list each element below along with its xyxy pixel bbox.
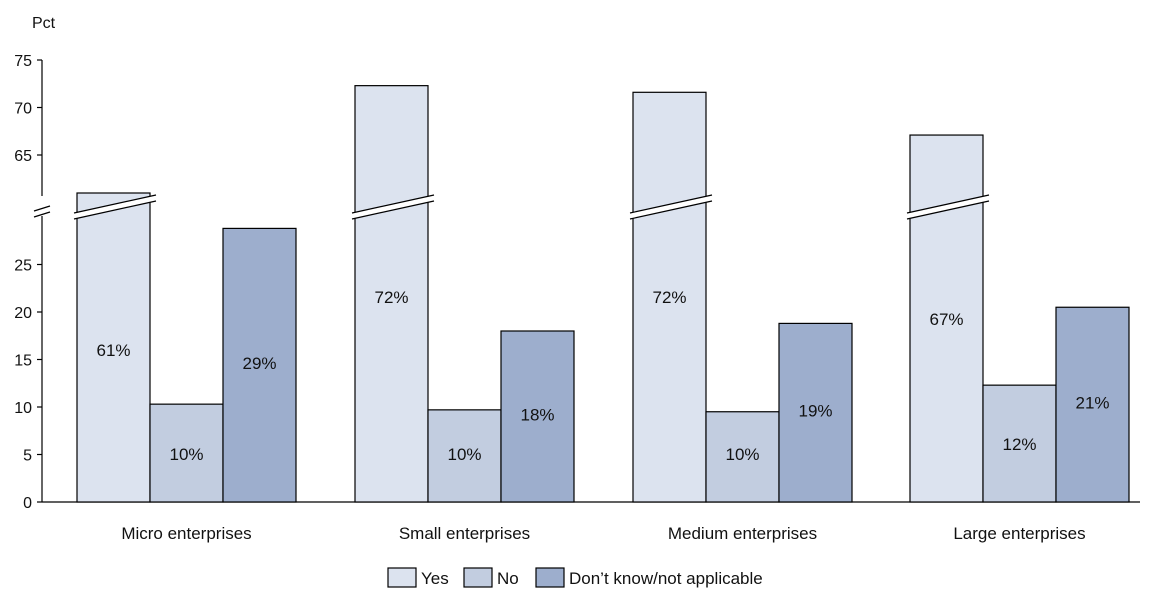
y-tick-label: 25 <box>14 258 32 275</box>
data-label: 19% <box>798 402 832 421</box>
data-label: 29% <box>242 354 276 373</box>
data-label: 12% <box>1002 435 1036 454</box>
data-label: 72% <box>652 288 686 307</box>
y-tick-label: 20 <box>14 305 32 322</box>
y-axis-break-mark <box>33 205 51 212</box>
data-label: 10% <box>447 445 481 464</box>
bar-break-mark <box>73 200 157 220</box>
bar-don-t-know-not-applicable <box>500 330 575 503</box>
bars <box>76 85 1130 503</box>
bar-break-mark <box>351 194 435 214</box>
legend-swatch <box>463 567 493 588</box>
bar-break-gap <box>74 195 156 219</box>
bar-break-mark <box>906 200 990 220</box>
x-tick-label: Medium enterprises <box>668 524 817 543</box>
y-tick-label: 75 <box>14 53 32 70</box>
bar-no <box>982 384 1057 503</box>
legend-swatch <box>387 567 417 588</box>
bar-don-t-know-not-applicable <box>778 322 853 503</box>
bar-don-t-know-not-applicable <box>1055 306 1130 503</box>
bar-break-gap <box>907 195 989 219</box>
data-label: 10% <box>725 445 759 464</box>
bar-break-mark <box>73 194 157 214</box>
x-tick-label: Large enterprises <box>953 524 1085 543</box>
y-tick-label: 5 <box>23 448 32 465</box>
y-axis-label: Pct <box>32 15 56 32</box>
x-tick-labels: Micro enterprises Small enterprises Medium… <box>121 524 1085 543</box>
legend-label: No <box>497 569 519 588</box>
x-tick-label: Small enterprises <box>399 524 530 543</box>
legend-label: Yes <box>421 569 449 588</box>
data-label: 10% <box>169 445 203 464</box>
bar-break-mark <box>351 200 435 220</box>
data-label: 21% <box>1075 394 1109 413</box>
bar-break-gap <box>630 195 712 219</box>
legend: Yes No Don’t know/not applicable <box>387 567 763 588</box>
bar-no <box>705 411 780 503</box>
bar-yes <box>354 85 429 503</box>
x-tick-label: Micro enterprises <box>121 524 251 543</box>
data-label: 61% <box>96 341 130 360</box>
bar-break-mark <box>906 194 990 214</box>
legend-label: Don’t know/not applicable <box>569 569 763 588</box>
y-tick-label: 0 <box>23 495 32 512</box>
bar-break-mark <box>629 200 713 220</box>
bar-yes <box>909 134 984 503</box>
data-label: 67% <box>929 310 963 329</box>
data-labels: 61% 10% 29% 72% 10% 18% 72% 10% 19% 67% 12% 21% <box>96 288 1109 464</box>
y-tick-label: 70 <box>14 101 32 118</box>
bar-break-mark <box>629 194 713 214</box>
bar-break-gap <box>352 195 434 219</box>
axis-breaks <box>73 194 990 220</box>
y-tick-label: 65 <box>14 148 32 165</box>
bar-yes <box>76 192 151 503</box>
y-axis-break-mark <box>33 211 51 218</box>
legend-swatch <box>535 567 565 588</box>
y-ticks: 0 5 10 15 20 25 65 70 75 <box>14 53 42 512</box>
data-label: 72% <box>374 288 408 307</box>
bar-yes <box>632 91 707 503</box>
bar-don-t-know-not-applicable <box>222 227 297 503</box>
y-tick-label: 15 <box>14 353 32 370</box>
y-tick-label: 10 <box>14 400 32 417</box>
data-label: 18% <box>520 406 554 425</box>
